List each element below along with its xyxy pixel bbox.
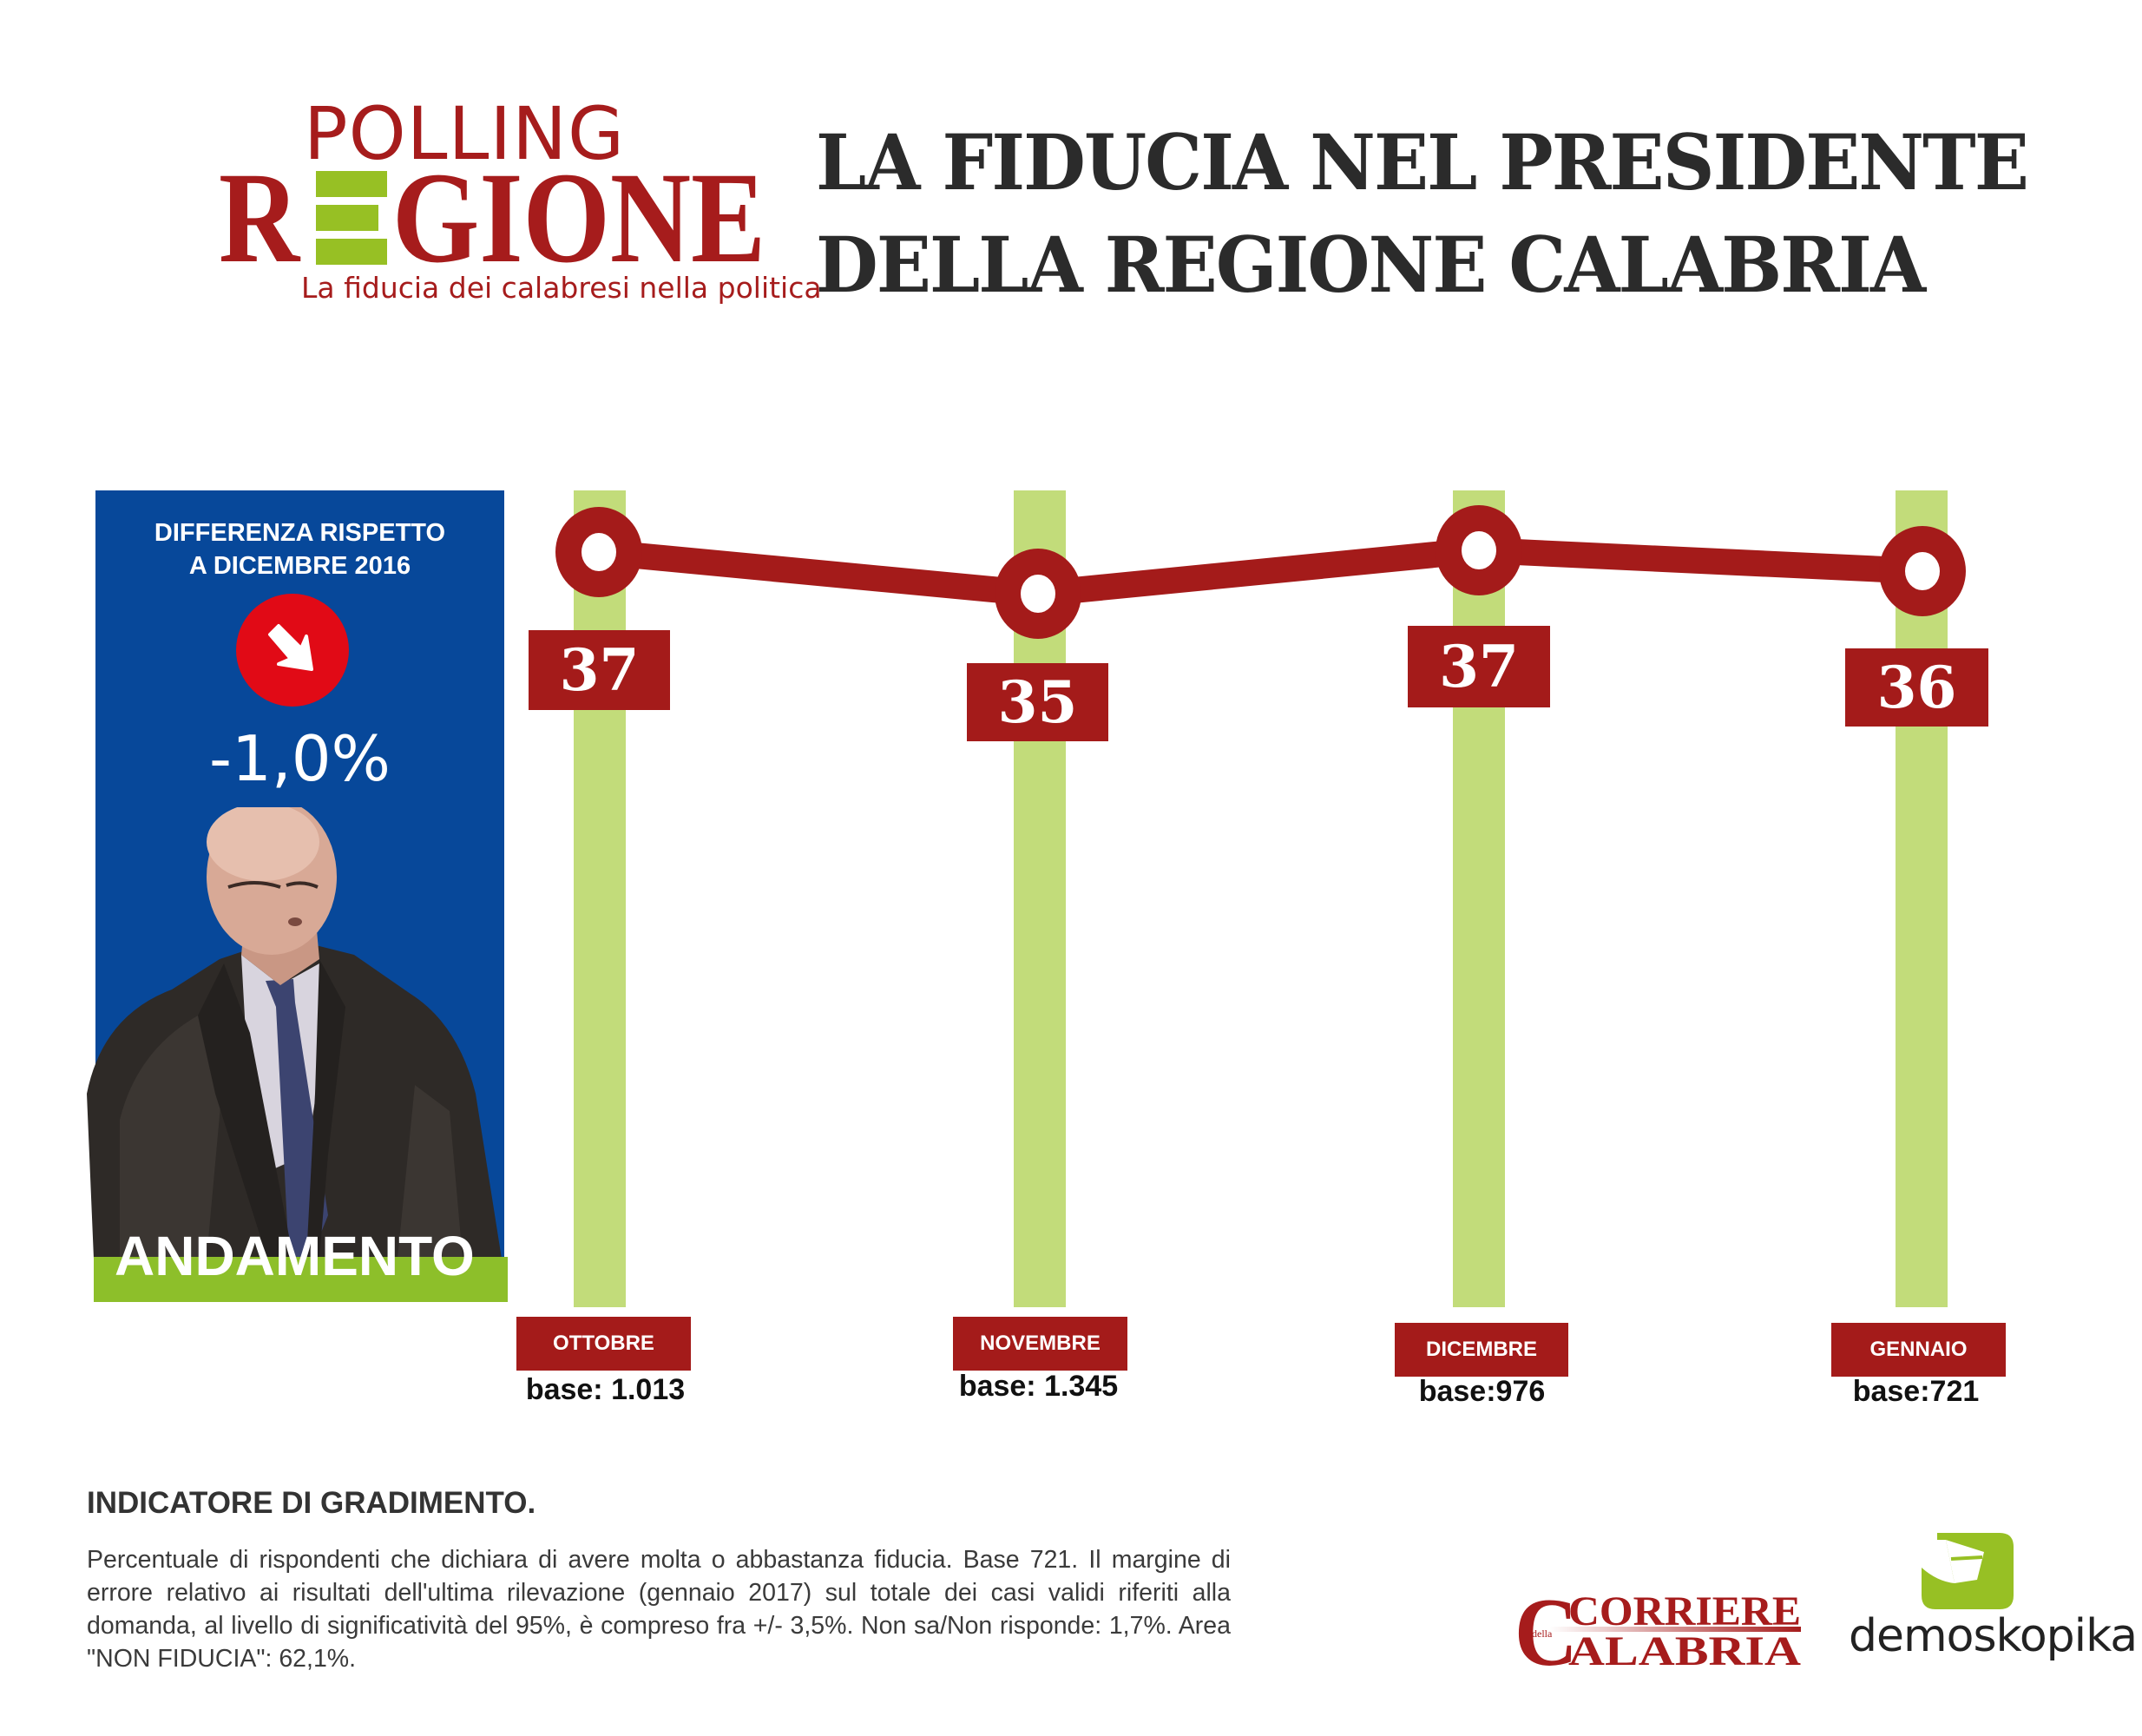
logo-polling-text: POLLING [304,91,626,176]
svg-text:della: della [1532,1628,1553,1640]
value-label-novembre: 35 [967,663,1108,741]
title-line-2: DELLA REGIONE CALABRIA [816,220,1926,310]
base-label-dicembre: base:976 [1418,1375,1546,1408]
demoskopika-mark-icon [1922,1533,2014,1609]
base-label-ottobre: base: 1.013 [525,1373,686,1406]
demoskopika-logo-text: demoskopika [1849,1610,2138,1662]
value-label-dicembre: 37 [1408,626,1550,707]
title-line-1: LA FIDUCIA NEL PRESIDENTE [816,117,2029,207]
base-label-gennaio: base:721 [1852,1375,1980,1408]
logo-letters-gione: GIONE [392,146,766,290]
chart-marker-gennaio [1879,526,1966,616]
chart-marker-dicembre [1436,505,1522,595]
chart-marker-ottobre [555,507,642,597]
difference-heading-line-1: DIFFERENZA RISPETTO [154,519,446,547]
month-label-dicembre: DICEMBRE [1395,1323,1568,1377]
logo-letter-r: R [219,146,300,290]
logo-tagline: La fiducia dei calabresi nella politica [301,271,822,305]
chart-marker-novembre [995,549,1081,639]
corriere-della-calabria-logo: C CORRIERE della ALABRIA [1515,1587,1801,1667]
trend-line [597,537,1923,607]
svg-text:ALABRIA: ALABRIA [1568,1628,1801,1667]
footer-title: INDICATORE DI GRADIMENTO. [87,1486,536,1520]
president-photo [87,807,502,1259]
chart-bar-ottobre [574,490,626,1307]
trend-line-chart [555,505,1966,639]
logo-e-bars-icon [316,171,388,265]
arrow-down-right-icon [236,594,349,707]
month-label-ottobre: OTTOBRE [516,1317,691,1371]
page-title: LA FIDUCIA NEL PRESIDENTE DELLA REGIONE … [816,111,2029,316]
month-label-novembre: NOVEMBRE [953,1317,1127,1371]
difference-heading-line-2: A DICEMBRE 2016 [188,552,411,580]
footer-methodology-text: Percentuale di rispondenti che dichiara … [87,1546,1231,1673]
value-label-ottobre: 37 [529,630,670,710]
month-label-gennaio: GENNAIO [1831,1323,2006,1377]
difference-heading: DIFFERENZA RISPETTO A DICEMBRE 2016 [95,516,504,582]
base-label-novembre: base: 1.345 [958,1370,1119,1403]
chart-bar-gennaio [1896,490,1948,1307]
logo-regione: R GIONE [219,146,826,290]
andamento-strip [94,1257,508,1302]
value-label-gennaio: 36 [1845,648,1988,727]
difference-value: -1,0% [209,722,391,795]
andamento-label: ANDAMENTO [115,1225,475,1287]
